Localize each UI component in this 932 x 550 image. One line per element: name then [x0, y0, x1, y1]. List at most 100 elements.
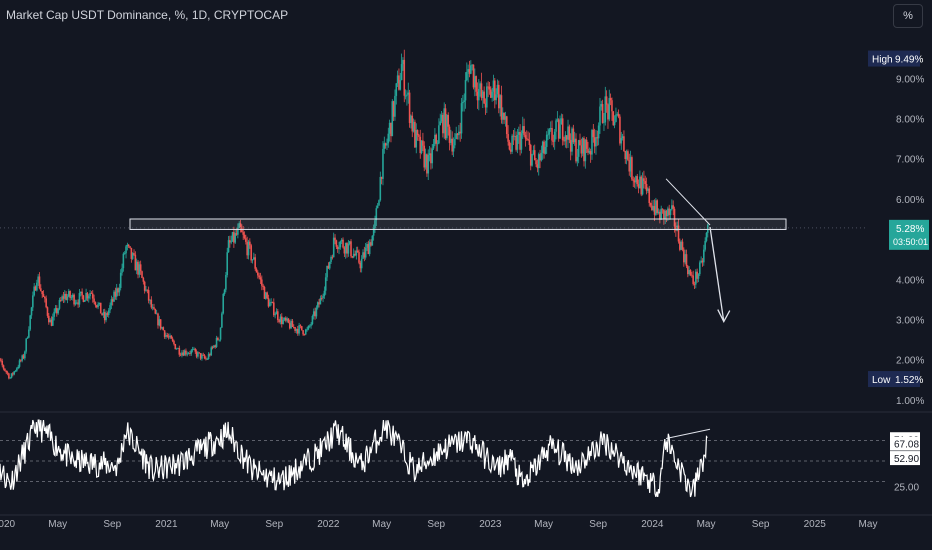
candle-body [426, 154, 428, 174]
candle-body [613, 121, 616, 126]
candle-body [500, 95, 503, 120]
candle-body [470, 65, 472, 74]
candle-body [187, 353, 190, 354]
candle-body [38, 276, 41, 289]
candle-body [691, 274, 693, 276]
candle-body [137, 261, 139, 275]
candle-body [474, 76, 476, 88]
percent-scale-button[interactable]: % [893, 4, 923, 28]
candle-body [247, 241, 250, 256]
candle-body [521, 126, 524, 134]
candle-body [197, 352, 199, 357]
candle-body [36, 282, 38, 291]
candle-body [339, 241, 342, 248]
candle-body [125, 246, 127, 254]
candle-body [282, 319, 284, 325]
candle-body [275, 311, 278, 315]
candle-body [158, 319, 161, 326]
candle-body [288, 322, 291, 329]
candle-body [656, 200, 659, 214]
price-trendline[interactable] [665, 178, 711, 226]
candle-body [42, 294, 45, 297]
candle-body [235, 233, 238, 235]
candle-body [300, 326, 303, 331]
candle-body [121, 268, 123, 273]
time-axis-tick-label: May [534, 519, 553, 530]
candle-body [511, 135, 513, 152]
candle-body [695, 271, 697, 285]
candle-body [452, 145, 455, 152]
candle-body [50, 319, 53, 326]
candle-body [537, 154, 540, 169]
candle-body [146, 289, 149, 291]
candle-body [346, 242, 348, 254]
candle-body [123, 253, 126, 255]
candle-body [241, 228, 243, 233]
time-axis-tick-label: May [859, 519, 878, 530]
candle-body [166, 335, 169, 337]
time-axis-tick-label: Sep [103, 519, 121, 530]
candle-body [219, 327, 222, 340]
projection-arrow-head [717, 309, 731, 323]
candle-body [497, 84, 500, 109]
candle-body [454, 139, 456, 146]
candle-body [344, 242, 347, 254]
candle-body [77, 302, 79, 305]
candle-body [637, 184, 640, 189]
candle-body [419, 136, 422, 154]
time-axis-tick-label: Sep [752, 519, 770, 530]
rsi-trendline[interactable] [665, 428, 711, 439]
candle-body [214, 345, 217, 347]
candle-body [292, 326, 295, 328]
candle-body [98, 302, 101, 305]
candle-body [177, 347, 179, 349]
candle-body [251, 259, 254, 261]
candle-body [627, 151, 629, 161]
candle-body [616, 113, 619, 115]
candle-body [486, 86, 488, 108]
candle-body [667, 208, 669, 217]
candle-body [173, 340, 175, 345]
candle-body [529, 144, 532, 166]
candle-body [242, 232, 244, 235]
support-zone-box[interactable] [129, 218, 787, 230]
candle-body [37, 276, 39, 283]
candle-body [71, 294, 74, 298]
time-axis-tick-label: May [697, 519, 716, 530]
candle-body [434, 134, 436, 145]
candle-body [193, 348, 195, 350]
candle-body [458, 131, 460, 136]
candle-body [568, 126, 571, 140]
candle-body [623, 136, 625, 152]
candle-body [676, 225, 678, 231]
candle-body [685, 254, 688, 267]
candle-body [115, 288, 118, 297]
candle-body [129, 246, 131, 248]
candle-body [484, 103, 487, 108]
candle-body [66, 296, 69, 300]
candle-body [308, 325, 311, 327]
price-axis-tick-label: 1.00% [896, 396, 924, 407]
candle-body [179, 354, 182, 356]
candle-body [57, 308, 59, 314]
candle-body [615, 114, 617, 122]
candle-body [657, 211, 660, 214]
candle-body [539, 154, 541, 161]
candle-body [567, 126, 569, 140]
candle-body [436, 143, 439, 145]
candle-body [194, 348, 197, 352]
price-axis-tick-label: 4.00% [896, 275, 924, 286]
candle-body [585, 139, 588, 149]
candle-body [535, 160, 537, 165]
projection-arrow[interactable] [709, 226, 725, 322]
candle-body [688, 270, 690, 275]
candle-body [198, 352, 201, 354]
candle-body [323, 290, 326, 297]
candle-body [367, 244, 370, 255]
candle-body [464, 80, 467, 101]
candle-body [548, 129, 551, 135]
candle-body [544, 146, 547, 154]
candle-body [655, 200, 657, 215]
candle-body [600, 104, 603, 107]
